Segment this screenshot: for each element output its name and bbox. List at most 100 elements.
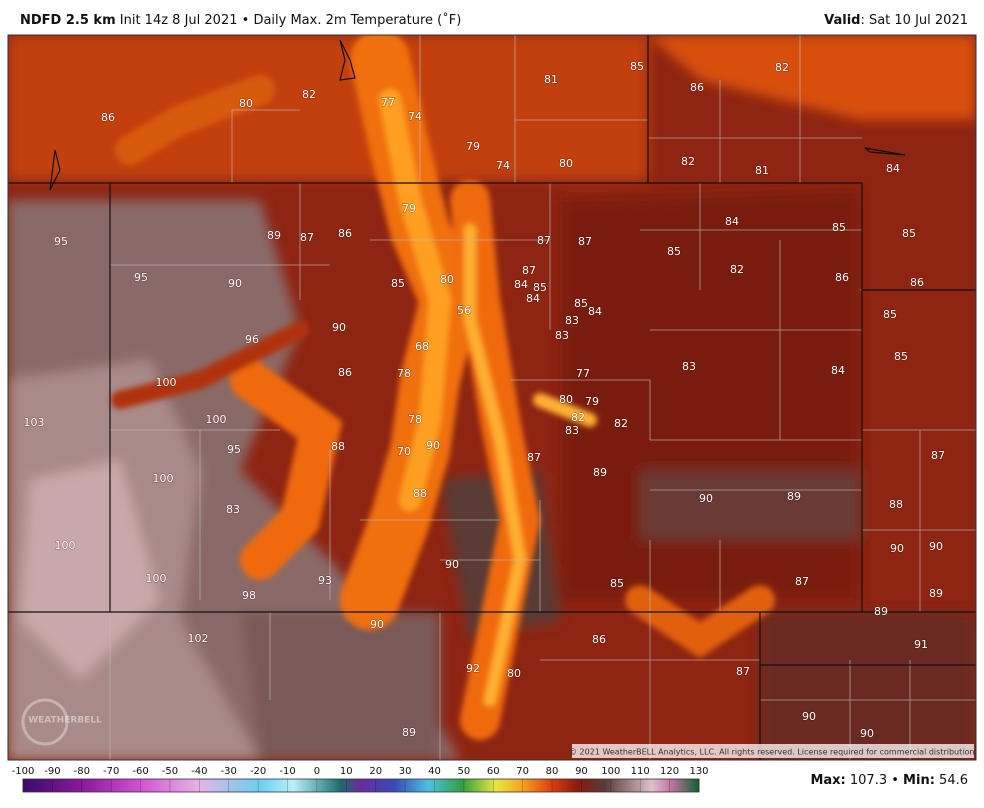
temperature-label: 86 <box>338 366 352 379</box>
temperature-label: 80 <box>440 273 454 286</box>
temperature-label: 81 <box>755 164 769 177</box>
temperature-label: 74 <box>408 110 422 123</box>
max: 107.3 <box>850 773 887 788</box>
temperature-label: 83 <box>565 424 579 437</box>
temperature-label: 85 <box>574 297 588 310</box>
temperature-label: 86 <box>835 271 849 284</box>
colorbar-tick-label: 10 <box>340 766 353 777</box>
temperature-label: 82 <box>775 61 789 74</box>
map-frame <box>7 34 977 761</box>
temperature-label: 98 <box>242 589 256 602</box>
temperature-label: 86 <box>101 111 115 124</box>
temperature-label: 77 <box>576 367 590 380</box>
stats: Max: 107.3 • Min: 54.6 <box>810 773 968 788</box>
temperature-label: 89 <box>787 490 801 503</box>
temperature-label: 90 <box>370 618 384 631</box>
colorbar-tick-label: -90 <box>44 766 60 777</box>
temperature-label: 95 <box>227 443 241 456</box>
temperature-label: 83 <box>555 329 569 342</box>
temperature-label: 82 <box>571 411 585 424</box>
colorbar <box>22 778 700 793</box>
temperature-label: 78 <box>397 367 411 380</box>
temperature-label: 74 <box>496 159 510 172</box>
colorbar-tick-label: 130 <box>689 766 708 777</box>
temperature-label: 95 <box>54 235 68 248</box>
temperature-label: 85 <box>391 277 405 290</box>
temperature-label: 90 <box>332 321 346 334</box>
separator: • <box>242 13 250 28</box>
colorbar-tick-label: 30 <box>399 766 412 777</box>
min: 54.6 <box>939 773 968 788</box>
temperature-label: 87 <box>736 665 750 678</box>
temperature-label: 102 <box>188 632 209 645</box>
temperature-label: 93 <box>318 574 332 587</box>
colorbar-tick-label: 100 <box>601 766 620 777</box>
temperature-label: 90 <box>860 727 874 740</box>
temperature-label: 85 <box>832 221 846 234</box>
colorbar-tick-label: 90 <box>575 766 588 777</box>
temperature-label: 100 <box>55 539 76 552</box>
temperature-label: 85 <box>894 350 908 363</box>
temperature-label: 83 <box>226 503 240 516</box>
valid-date: : Sat 10 Jul 2021 <box>860 13 968 28</box>
temperature-label: 103 <box>24 416 45 429</box>
temperature-label: 87 <box>578 235 592 248</box>
init: Init 14z 8 Jul 2021 <box>120 13 238 28</box>
temperature-label: 88 <box>331 440 345 453</box>
temperature-label: 90 <box>802 710 816 723</box>
colorbar-tick-label: 120 <box>660 766 679 777</box>
temperature-label: 100 <box>153 472 174 485</box>
colorbar-tick-label: 20 <box>369 766 382 777</box>
state-lines <box>8 35 976 760</box>
temperature-label: 80 <box>559 393 573 406</box>
colorbar-tick-label: 0 <box>314 766 320 777</box>
temperature-label: 87 <box>300 231 314 244</box>
copyright-box <box>572 744 974 758</box>
temperature-label: 85 <box>902 227 916 240</box>
colorbar-tick-label: 60 <box>487 766 500 777</box>
colorbar-tick-label: 40 <box>428 766 441 777</box>
temperature-label: 82 <box>302 88 316 101</box>
colorbar-ticks: -100 -90 -80 -70 -60 -50 -40 -30 -20 -10 0 10 20 30 40… <box>12 766 709 792</box>
temperature-label: 68 <box>415 340 429 353</box>
temperature-label: 84 <box>831 364 845 377</box>
terrain <box>8 35 976 760</box>
temperature-label: 78 <box>408 413 422 426</box>
temperature-label: 85 <box>533 281 547 294</box>
temperature-label: 88 <box>413 487 427 500</box>
temperature-label: 84 <box>526 292 540 305</box>
max-label: Max: <box>810 773 845 788</box>
colorbar-tick-label: -70 <box>103 766 119 777</box>
colorbar-tick-label: -100 <box>12 766 35 777</box>
temperature-label: 95 <box>134 271 148 284</box>
temperature-label: 89 <box>929 587 943 600</box>
temperature-label: 91 <box>914 638 928 651</box>
temperature-label: 100 <box>206 413 227 426</box>
temperature-label: 90 <box>699 492 713 505</box>
colorbar-tick-label: -40 <box>191 766 207 777</box>
temperature-label: 80 <box>559 157 573 170</box>
temperature-label: 80 <box>507 667 521 680</box>
temperature-label: 82 <box>614 417 628 430</box>
temperature-label: 82 <box>681 155 695 168</box>
colorbar-tick-label: 80 <box>546 766 559 777</box>
temperature-label: 87 <box>931 449 945 462</box>
temperature-label: 89 <box>874 605 888 618</box>
temperature-label: 86 <box>910 276 924 289</box>
temperature-label: 90 <box>929 540 943 553</box>
colorbar-tick-label: -50 <box>162 766 178 777</box>
temperature-label: 88 <box>889 498 903 511</box>
temperature-label: 79 <box>402 202 416 215</box>
temperature-label: 87 <box>795 575 809 588</box>
temperature-label: 89 <box>593 466 607 479</box>
colorbar-tick-label: -30 <box>221 766 237 777</box>
temperature-label: 84 <box>514 278 528 291</box>
colorbar-tick-label: -10 <box>279 766 295 777</box>
temperature-label: 87 <box>522 264 536 277</box>
temperature-label: 90 <box>228 277 242 290</box>
temperature-label: 79 <box>466 140 480 153</box>
colorbar-tick-label: -80 <box>74 766 90 777</box>
temperature-label: 86 <box>592 633 606 646</box>
temperature-label: 81 <box>544 73 558 86</box>
